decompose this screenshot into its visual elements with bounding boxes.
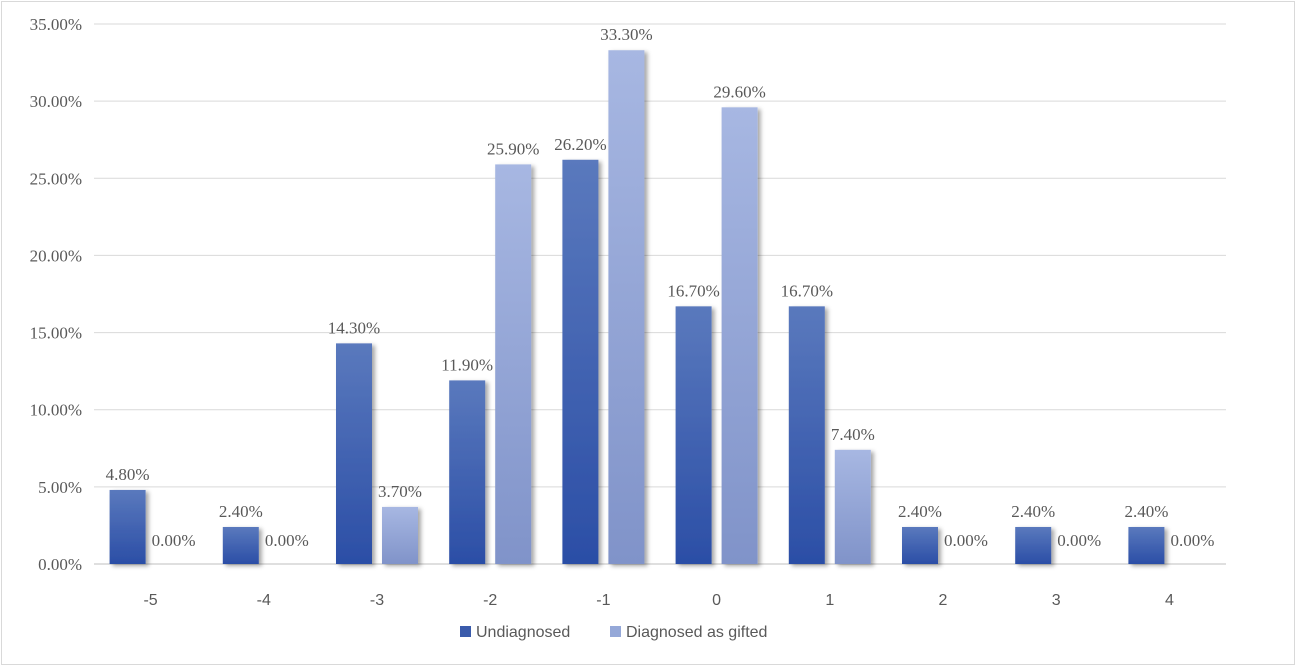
bar-diagnosed-as-gifted	[495, 164, 532, 564]
y-tick-label: 15.00%	[30, 324, 82, 343]
bar-undiagnosed	[449, 380, 486, 564]
data-label: 2.40%	[1124, 502, 1168, 521]
x-tick-label: 3	[1052, 592, 1061, 609]
legend-label: Diagnosed as gifted	[626, 624, 767, 641]
y-tick-label: 20.00%	[30, 246, 82, 265]
data-label: 2.40%	[1011, 502, 1055, 521]
bar-diagnosed-as-gifted	[608, 50, 645, 564]
data-label: 0.00%	[1057, 531, 1101, 550]
x-tick-label: 4	[1165, 592, 1174, 609]
data-label: 14.30%	[328, 318, 380, 337]
y-axis-ticks: 0.00% 5.00% 10.00% 15.00% 20.00% 25.00% 30.00%…	[30, 15, 82, 574]
bar-undiagnosed	[1015, 526, 1052, 564]
data-labels: 4.80%0.00%2.40%0.00%14.30%3.70%11.90%25.…	[106, 25, 1215, 550]
data-label: 33.30%	[600, 25, 652, 44]
x-tick-label: 0	[712, 592, 721, 609]
bar-undiagnosed	[562, 159, 599, 564]
legend: Undiagnosed Diagnosed as gifted	[460, 624, 767, 641]
data-label: 0.00%	[152, 531, 196, 550]
data-label: 2.40%	[219, 502, 263, 521]
bar-undiagnosed	[1128, 526, 1165, 564]
bar-diagnosed-as-gifted	[834, 449, 871, 564]
x-tick-label: -4	[257, 592, 271, 609]
data-label: 2.40%	[898, 502, 942, 521]
bar-undiagnosed	[222, 526, 259, 564]
data-label: 3.70%	[378, 482, 422, 501]
x-tick-label: 1	[825, 592, 834, 609]
legend-swatch-undiagnosed	[460, 626, 471, 637]
legend-swatch-diagnosed-as-gifted	[610, 626, 621, 637]
data-label: 4.80%	[106, 465, 150, 484]
data-label: 0.00%	[944, 531, 988, 550]
y-tick-label: 10.00%	[30, 401, 82, 420]
legend-label: Undiagnosed	[476, 624, 570, 641]
x-tick-label: 2	[939, 592, 948, 609]
y-tick-label: 5.00%	[38, 478, 82, 497]
gridlines	[94, 23, 1226, 565]
data-label: 29.60%	[713, 82, 765, 101]
bar-undiagnosed	[675, 306, 712, 564]
x-axis-ticks: -5 -4 -3 -2 -1 0 1 2 3 4	[143, 592, 1173, 609]
y-tick-label: 0.00%	[38, 555, 82, 574]
y-tick-label: 30.00%	[30, 92, 82, 111]
data-label: 16.70%	[781, 281, 833, 300]
x-tick-label: -3	[370, 592, 384, 609]
bar-undiagnosed	[788, 306, 825, 564]
data-label: 16.70%	[667, 281, 719, 300]
x-tick-label: -1	[596, 592, 610, 609]
x-tick-label: -5	[143, 592, 157, 609]
data-label: 26.20%	[554, 135, 606, 154]
x-tick-label: -2	[483, 592, 497, 609]
data-label: 0.00%	[265, 531, 309, 550]
bar-diagnosed-as-gifted	[721, 107, 758, 565]
y-tick-label: 25.00%	[30, 169, 82, 188]
data-label: 0.00%	[1170, 531, 1214, 550]
bar-undiagnosed	[902, 526, 938, 564]
y-tick-label: 35.00%	[30, 15, 82, 34]
data-label: 7.40%	[831, 425, 875, 444]
data-label: 25.90%	[487, 139, 539, 158]
bar-diagnosed-as-gifted	[382, 506, 418, 564]
bar-undiagnosed	[109, 489, 146, 564]
data-label: 11.90%	[441, 355, 493, 374]
bars	[109, 50, 1165, 565]
bar-undiagnosed	[336, 343, 372, 564]
